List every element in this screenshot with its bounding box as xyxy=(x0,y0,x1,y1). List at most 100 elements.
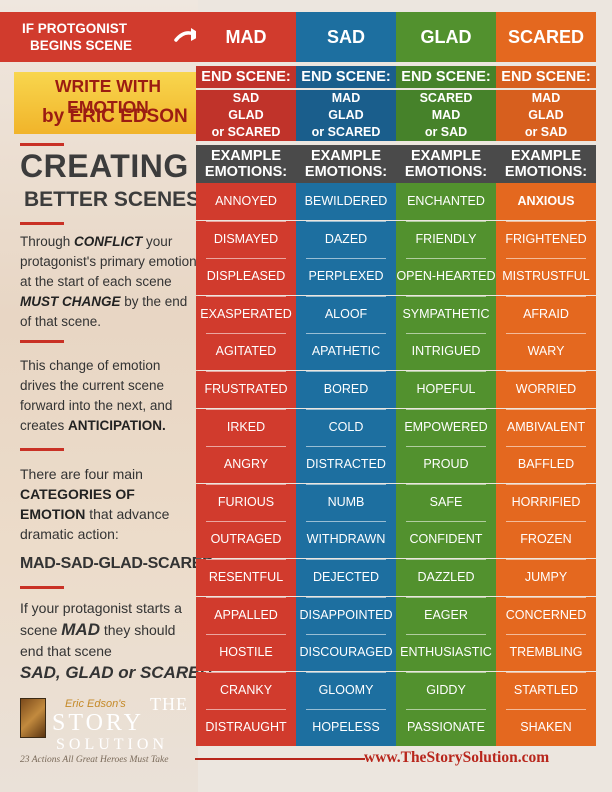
divider-bar xyxy=(20,340,64,343)
divider-bar xyxy=(20,143,64,146)
end-scene-option: GLAD xyxy=(196,107,296,124)
by-label: by xyxy=(42,106,65,127)
column-header-glad: GLAD xyxy=(396,12,496,62)
emotion-cell: TREMBLING xyxy=(496,634,596,672)
logo-author: Eric Edson's xyxy=(65,698,126,710)
row-divider xyxy=(506,258,586,260)
emotion-cell: SYMPATHETIC xyxy=(396,295,496,333)
row-divider xyxy=(306,333,386,335)
logo-solution: SOLUTION xyxy=(56,736,168,753)
example-label-line: EMOTIONS: xyxy=(404,164,488,180)
row-divider xyxy=(506,333,586,335)
row-divider xyxy=(406,258,486,260)
example-label-line: EXAMPLE xyxy=(410,148,482,164)
emotion-cell: DAZZLED xyxy=(396,559,496,596)
end-scene-option: SCARED xyxy=(396,90,496,107)
branding-author-line: by ERIC EDSON xyxy=(42,106,188,128)
row-divider xyxy=(306,258,386,260)
emotion-cell: STARTLED xyxy=(496,671,596,709)
emotion-cell: OPEN-HEARTED xyxy=(396,258,496,296)
end-scene-option: SAD xyxy=(196,90,296,107)
emotion-cell: PASSIONATE xyxy=(396,709,496,747)
row-divider xyxy=(506,408,586,410)
emotion-cell: GLOOMY xyxy=(296,671,396,709)
row-divider xyxy=(306,446,386,448)
row-divider xyxy=(406,483,486,485)
example-label-line: EMOTIONS: xyxy=(504,164,588,180)
end-scene-option: or SCARED xyxy=(196,124,296,141)
row-divider xyxy=(306,671,386,673)
emotion-cell: DISMAYED xyxy=(196,220,296,258)
emotion-cell: CRANKY xyxy=(196,671,296,709)
page-subtitle: BETTER SCENES xyxy=(24,188,201,211)
divider-bar xyxy=(20,222,64,225)
row-divider xyxy=(206,671,286,673)
emotion-cell: GIDDY xyxy=(396,671,496,709)
emotion-cell: IRKED xyxy=(196,408,296,446)
emotion-cell: CONFIDENT xyxy=(396,521,496,559)
emotion-cell: ANGRY xyxy=(196,446,296,484)
footer-url[interactable]: www.TheStorySolution.com xyxy=(364,749,550,766)
end-scene-option: or SAD xyxy=(396,124,496,141)
divider-bar xyxy=(20,586,64,589)
row-divider xyxy=(506,596,586,598)
lead-line-1: IF PROTGONIST xyxy=(22,21,128,36)
end-scene-option: GLAD xyxy=(296,107,396,124)
column-header-scared: SCARED xyxy=(496,12,596,62)
end-scene-label: END SCENE: xyxy=(196,66,296,88)
emotion-cell: DISTRACTED xyxy=(296,446,396,484)
paragraph-change: This change of emotion drives the curren… xyxy=(20,358,173,433)
emotion-cell: WITHDRAWN xyxy=(296,521,396,559)
emotion-cell: OUTRAGED xyxy=(196,521,296,559)
row-divider xyxy=(406,333,486,335)
lead-line-2: BEGINS SCENE xyxy=(30,38,133,53)
end-scene-option: or SCARED xyxy=(296,124,396,141)
column-header-mad: MAD xyxy=(196,12,296,62)
column-header-sad: SAD xyxy=(296,12,396,62)
emotion-cell: FRUSTRATED xyxy=(196,371,296,408)
end-scene-label: END SCENE: xyxy=(396,66,496,88)
example-text-c: end that scene xyxy=(20,643,112,659)
divider-bar xyxy=(20,448,64,451)
lead-header: IF PROTGONIST BEGINS SCENE xyxy=(0,12,202,62)
end-scene-option: or SAD xyxy=(496,124,596,141)
emotion-cell: BORED xyxy=(296,371,396,408)
row-divider xyxy=(206,220,286,222)
row-divider xyxy=(306,295,386,297)
row-divider xyxy=(506,371,586,372)
row-divider xyxy=(206,559,286,560)
example-label-line: EMOTIONS: xyxy=(204,164,288,180)
row-divider xyxy=(206,483,286,485)
row-divider xyxy=(306,596,386,598)
emotion-cell: PROUD xyxy=(396,446,496,484)
row-divider xyxy=(406,634,486,636)
emotion-cell: HOPEFUL xyxy=(396,371,496,408)
row-divider xyxy=(306,634,386,636)
emotion-cell: WARY xyxy=(496,333,596,371)
categories-line: MAD-SAD-GLAD-SCARED xyxy=(20,555,214,572)
logo-story: STORY xyxy=(52,710,144,736)
emotion-cell: HORRIFIED xyxy=(496,483,596,521)
example-text-a: If your protagonist starts a scene xyxy=(20,600,182,638)
emotion-cell: ENTHUSIASTIC xyxy=(396,634,496,672)
example-label-line: EMOTIONS: xyxy=(304,164,388,180)
logo-tagline: 23 Actions All Great Heroes Must Take xyxy=(20,755,169,765)
author-name: ERIC EDSON xyxy=(69,106,188,127)
emotion-cell: DISPLEASED xyxy=(196,258,296,296)
emotion-cell: SAFE xyxy=(396,483,496,521)
emotion-cell: FROZEN xyxy=(496,521,596,559)
row-divider xyxy=(406,408,486,410)
emotion-cell: ANNOYED xyxy=(196,183,296,220)
emotion-cell: SHAKEN xyxy=(496,709,596,747)
end-scene-option: MAD xyxy=(396,107,496,124)
emotion-cell: JUMPY xyxy=(496,559,596,596)
row-divider xyxy=(406,671,486,673)
emotion-cell: DAZED xyxy=(296,220,396,258)
row-divider xyxy=(506,634,586,636)
emotion-cell: DISTRAUGHT xyxy=(196,709,296,747)
row-divider xyxy=(306,521,386,523)
row-divider xyxy=(406,220,486,222)
branding-tagline: WRITE WITH EMOTION xyxy=(55,76,161,117)
emotion-cell: DEJECTED xyxy=(296,559,396,596)
